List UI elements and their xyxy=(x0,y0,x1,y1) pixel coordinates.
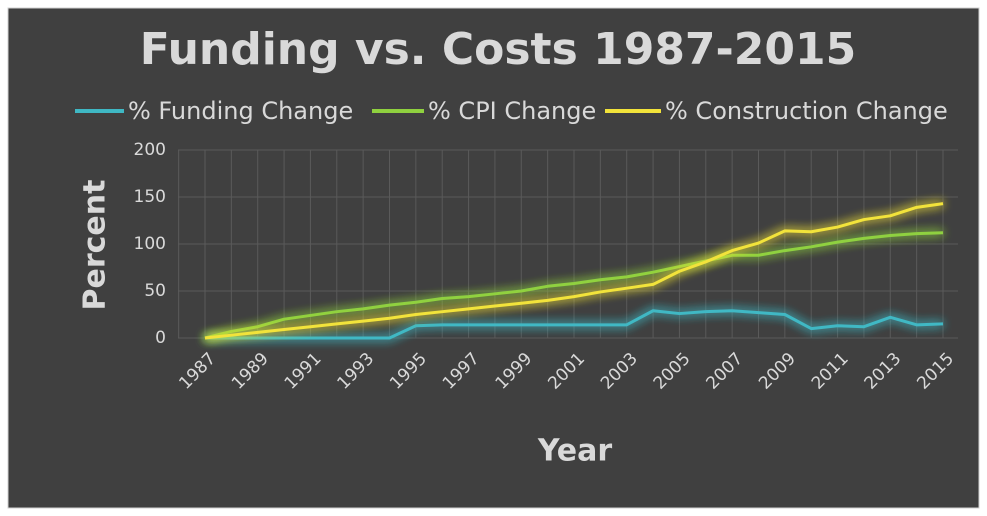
x-axis-label: Year xyxy=(537,434,613,469)
line-series xyxy=(205,309,944,340)
chart-title: Funding vs. Costs 1987-2015 xyxy=(140,24,857,75)
y-tick-label: 200 xyxy=(134,140,166,160)
legend-label: % CPI Change xyxy=(428,97,596,125)
line-series xyxy=(204,231,944,340)
y-axis-label: Percent xyxy=(78,180,113,311)
y-tick-label: 0 xyxy=(155,328,166,348)
line-series xyxy=(204,202,944,340)
legend-label: % Funding Change xyxy=(128,97,353,125)
legend-label: % Construction Change xyxy=(665,97,948,125)
y-tick-label: 50 xyxy=(144,281,166,301)
y-tick-label: 100 xyxy=(134,234,166,254)
y-tick-label: 150 xyxy=(134,187,166,207)
chart-background xyxy=(7,7,980,509)
